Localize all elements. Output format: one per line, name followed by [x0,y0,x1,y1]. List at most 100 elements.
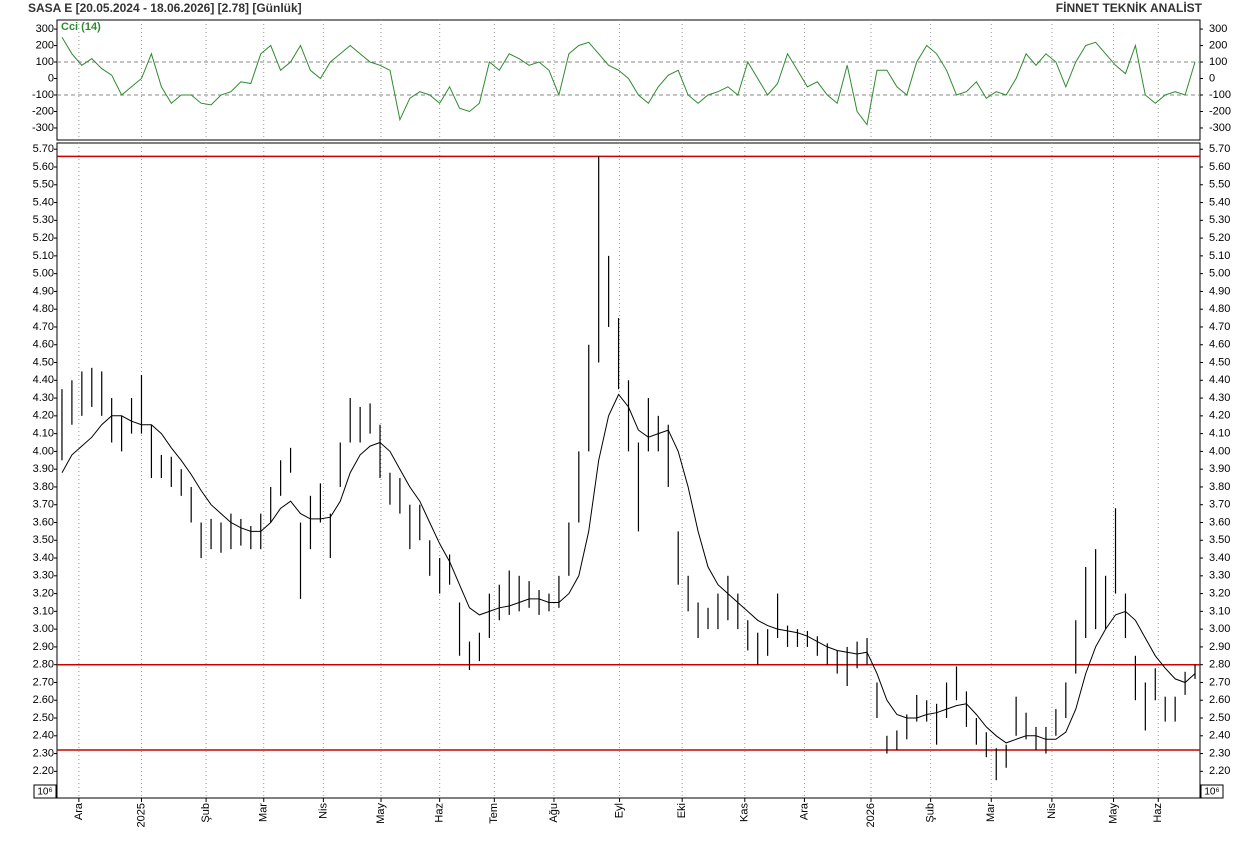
x-tick-label: Ara [798,802,810,820]
y-tick-label-right: 2.90 [1209,641,1230,653]
y-tick-label: 4.30 [33,392,54,404]
y-tick-label-right: 4.90 [1209,285,1230,297]
x-tick-label: Eyl [613,803,625,818]
y-tick-label-right: 2.50 [1209,712,1230,724]
y-tick-label-right: 4.10 [1209,428,1230,440]
y-tick-label-right: 5.20 [1209,232,1230,244]
x-tick-label: May [1107,803,1119,824]
y-tick-label: 5.30 [33,214,54,226]
x-tick-label: 2025 [135,803,147,827]
y-tick-label-right: 4.70 [1209,321,1230,333]
y-tick-label: 2.20 [33,765,54,777]
brand: FİNNET TEKNİK ANALİST [1056,0,1203,15]
y-tick-label: 3.50 [33,534,54,546]
y-tick-label-right: 2.20 [1209,765,1230,777]
y-tick-label: -200 [32,105,54,117]
y-tick-label-right: 4.80 [1209,303,1230,315]
y-tick-label-right: 3.50 [1209,534,1230,546]
y-tick-label: 5.50 [33,179,54,191]
y-tick-label-right: 4.50 [1209,356,1230,368]
y-tick-label: 3.30 [33,570,54,582]
x-tick-label: Şub [925,803,937,823]
y-tick-label-right: -300 [1209,122,1231,134]
y-tick-label-right: 2.70 [1209,676,1230,688]
y-tick-label-right: 3.80 [1209,481,1230,493]
x-tick-label: Tem [488,803,500,824]
y-tick-label: 4.80 [33,303,54,315]
y-tick-label-right: 2.80 [1209,659,1230,671]
price-panel [56,142,1201,799]
scale-label: 10⁶ [1204,787,1219,798]
x-tick-label: Nis [317,803,329,819]
y-tick-label-right: 3.00 [1209,623,1230,635]
y-tick-label-right: 3.40 [1209,552,1230,564]
x-tick-label: Nis [1046,803,1058,819]
y-tick-label-right: 3.60 [1209,516,1230,528]
y-tick-label: -100 [32,89,54,101]
y-tick-label: 2.90 [33,641,54,653]
y-tick-label: 4.70 [33,321,54,333]
y-tick-label: 4.00 [33,445,54,457]
y-tick-label: 4.50 [33,356,54,368]
y-tick-label: 5.20 [33,232,54,244]
y-tick-label: 2.70 [33,676,54,688]
scale-box [33,784,57,799]
y-tick-label-right: 100 [1209,56,1227,68]
x-tick-label: Haz [434,803,446,823]
y-tick-label: 3.20 [33,587,54,599]
y-tick-label: 4.20 [33,410,54,422]
y-tick-label-right: 4.20 [1209,410,1230,422]
y-tick-label: 4.60 [33,339,54,351]
y-tick-label-right: 3.20 [1209,587,1230,599]
cci-panel [56,19,1201,141]
y-tick-label: 5.10 [33,250,54,262]
y-tick-label: 3.60 [33,516,54,528]
y-tick-label-right: 5.70 [1209,143,1230,155]
y-tick-label-right: 3.30 [1209,570,1230,582]
y-tick-label-right: 3.90 [1209,463,1230,475]
x-tick-label: Ara [73,802,85,820]
indicator-label: Cci (14) [61,21,101,33]
y-tick-label-right: -100 [1209,89,1231,101]
y-tick-label-right: 5.30 [1209,214,1230,226]
y-tick-label: 2.30 [33,747,54,759]
y-tick-label: 2.60 [33,694,54,706]
y-tick-label: 5.40 [33,196,54,208]
y-tick-label-right: 5.00 [1209,268,1230,280]
y-tick-label: 2.80 [33,659,54,671]
y-tick-label-right: 200 [1209,39,1227,51]
x-tick-label: Şub [200,803,212,823]
x-tick-label: Haz [1152,803,1164,823]
y-tick-label-right: 4.60 [1209,339,1230,351]
y-tick-label-right: 4.40 [1209,374,1230,386]
y-tick-label-right: 3.70 [1209,499,1230,511]
y-tick-label: 5.60 [33,161,54,173]
y-tick-label-right: -200 [1209,105,1231,117]
y-tick-label-right: 5.40 [1209,196,1230,208]
y-tick-label-right: 4.00 [1209,445,1230,457]
y-tick-label: 3.90 [33,463,54,475]
y-tick-label-right: 300 [1209,23,1227,35]
y-tick-label-right: 3.10 [1209,605,1230,617]
y-tick-label: 3.00 [33,623,54,635]
y-tick-label: 3.10 [33,605,54,617]
x-tick-label: Kas [739,803,751,822]
y-tick-label: 3.40 [33,552,54,564]
y-tick-label: -300 [32,122,54,134]
y-tick-label: 0 [48,72,54,84]
y-tick-label: 3.80 [33,481,54,493]
moving-average [61,393,1196,744]
y-tick-label: 2.50 [33,712,54,724]
y-tick-label: 5.70 [33,143,54,155]
y-tick-label-right: 5.10 [1209,250,1230,262]
scale-box-right [1200,784,1224,799]
y-tick-label: 2.40 [33,730,54,742]
y-tick-label: 4.40 [33,374,54,386]
y-tick-label: 300 [36,23,54,35]
y-tick-label-right: 2.60 [1209,694,1230,706]
y-tick-label-right: 0 [1209,72,1215,84]
scale-label: 10⁶ [37,787,52,798]
y-tick-label: 4.10 [33,428,54,440]
